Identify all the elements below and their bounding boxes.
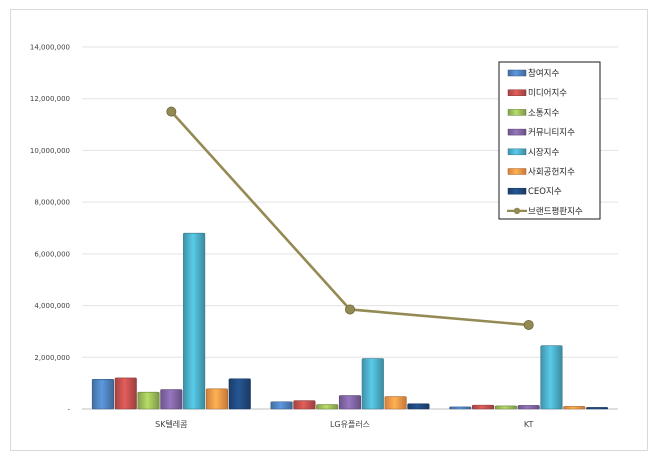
legend-swatch (507, 148, 527, 156)
legend-swatch (507, 89, 527, 96)
bar (137, 391, 160, 410)
bar (563, 406, 586, 410)
x-axis: SK텔레콤 LG유플러스 KT (155, 420, 533, 429)
legend-marker (513, 207, 521, 215)
bar (407, 403, 430, 410)
line-point (344, 304, 355, 315)
legend-swatch (507, 168, 527, 175)
y-tick-label: - (67, 406, 70, 414)
legend-swatch (507, 69, 527, 77)
bars (91, 232, 609, 410)
bar (160, 389, 183, 410)
y-tick-label: 4,000,000 (34, 302, 70, 310)
bar (183, 232, 206, 410)
line-point (523, 319, 534, 330)
x-tick-label: LG유플러스 (330, 420, 370, 429)
y-tick-label: 8,000,000 (34, 199, 70, 207)
line-point (166, 106, 177, 117)
bar (114, 377, 137, 410)
legend-label: 참여지수 (528, 68, 559, 79)
x-tick-label: KT (524, 420, 534, 429)
legend-label: 사회공헌지수 (528, 168, 575, 178)
bar (472, 404, 495, 410)
bar (540, 345, 563, 410)
bar (361, 358, 384, 410)
bar (91, 378, 114, 410)
y-tick-label: 14,000,000 (30, 44, 70, 52)
bar (293, 400, 316, 410)
bar (494, 405, 517, 410)
legend-swatch (507, 187, 527, 195)
bar (338, 395, 362, 410)
y-tick-label: 6,000,000 (34, 250, 70, 258)
bar (586, 407, 609, 410)
y-tick-label: 10,000,000 (30, 147, 70, 155)
bar (205, 388, 228, 410)
line-series (166, 106, 534, 330)
bar (228, 378, 251, 410)
bar (270, 401, 293, 410)
legend-label: 브랜드평판지수 (528, 206, 583, 217)
y-tick-label: 12,000,000 (30, 95, 70, 103)
legend-swatch (507, 109, 527, 116)
legend-label: 커뮤니티지수 (528, 127, 575, 138)
bar (316, 404, 339, 410)
bar (449, 406, 472, 410)
legend-label: 소통지수 (528, 108, 559, 118)
y-axis: - 2,000,000 4,000,000 6,000,000 8,000,000 10,… (30, 44, 71, 414)
legend-label: 미디어지수 (528, 88, 567, 99)
legend-swatch (507, 128, 527, 136)
legend-label: CEO지수 (528, 187, 562, 197)
bar (517, 405, 540, 410)
line-path (170, 110, 529, 327)
bar (384, 396, 407, 410)
y-tick-label: 2,000,000 (34, 354, 70, 362)
legend-label: 시장지수 (528, 147, 559, 158)
x-tick-label: SK텔레콤 (155, 420, 187, 429)
